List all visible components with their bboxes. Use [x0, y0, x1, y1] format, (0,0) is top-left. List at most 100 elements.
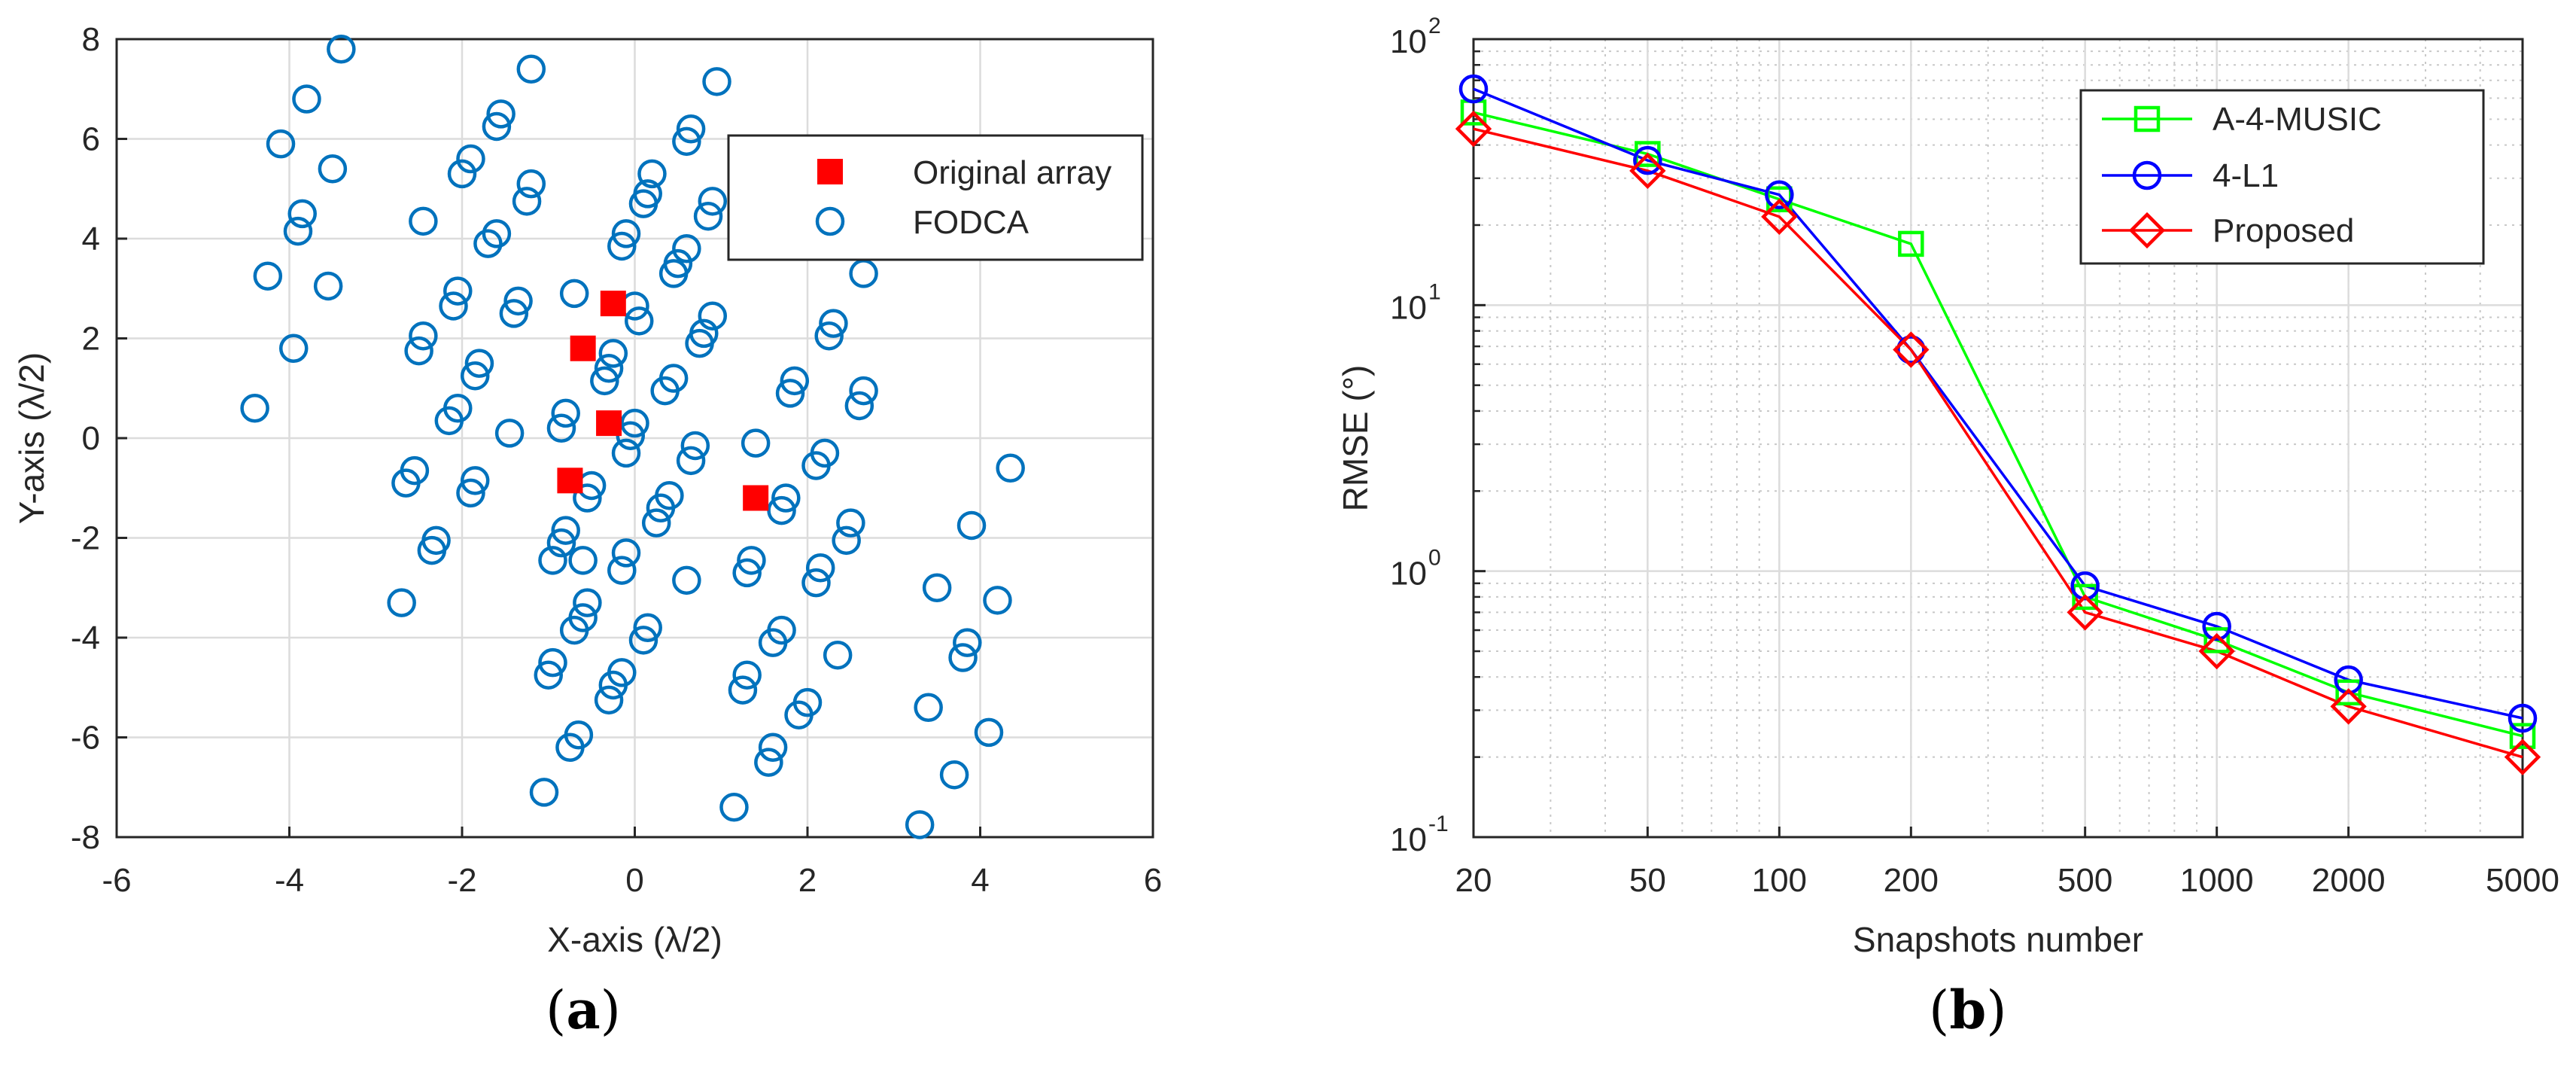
fodca-point — [456, 478, 485, 508]
x-axis-label-b: Snapshots number — [1853, 920, 2143, 959]
fodca-point — [676, 114, 706, 144]
y-tick-label-a: 6 — [82, 121, 100, 158]
fodca-point — [447, 159, 477, 189]
fodca-point — [551, 516, 580, 545]
axes-frame-a — [115, 38, 1154, 839]
series-line-a-4-music — [1473, 111, 2523, 738]
fodca-point — [611, 438, 641, 468]
fodca-point — [594, 354, 624, 383]
fodca-point — [568, 546, 598, 575]
fodca-point — [486, 99, 516, 129]
fodca-point — [499, 299, 529, 328]
y-tick-label-a: -2 — [71, 520, 100, 557]
data-point-4-l1 — [1458, 74, 1489, 104]
fodca-point — [611, 219, 641, 248]
fodca-point — [983, 586, 1012, 615]
fodca-point — [318, 154, 348, 184]
legend-b: A-4-MUSIC 4-L1 Proposed — [2079, 89, 2485, 265]
y-tick-label-a: -4 — [71, 620, 100, 656]
fodca-point — [611, 538, 641, 568]
data-point-a-4-music — [2335, 679, 2362, 706]
fodca-point — [590, 366, 619, 396]
original-array-point — [596, 410, 622, 437]
data-point-a-4-music — [1898, 230, 1924, 257]
legend-marker-proposed — [2128, 212, 2166, 249]
y-tick-label-a: -6 — [71, 720, 100, 757]
caption-b-letter: b — [1949, 979, 1987, 1041]
data-point-4-l1 — [1896, 335, 1926, 364]
fodca-point — [551, 398, 580, 428]
fodca-point — [404, 336, 433, 366]
fodca-point — [573, 588, 602, 617]
data-point-4-l1 — [1633, 145, 1662, 175]
data-point-proposed — [2330, 688, 2367, 725]
fodca-point — [680, 431, 710, 461]
caption-a-open: ( — [546, 979, 567, 1041]
y-tick-label-exp-b: 0 — [1428, 546, 1441, 571]
fodca-point — [956, 510, 987, 541]
fodca-point — [516, 169, 546, 199]
x-tick-label-a: -6 — [102, 862, 131, 899]
x-tick-label-a: 4 — [971, 862, 989, 899]
legend-a: Original array FODCA — [727, 134, 1144, 261]
fodca-point — [732, 558, 762, 588]
fodca-point — [637, 159, 667, 189]
fodca-point — [698, 187, 728, 216]
fodca-point — [658, 259, 689, 288]
fodca-point — [702, 67, 731, 96]
fodca-point — [283, 216, 313, 246]
legend-label-a-4-music: A-4-MUSIC — [2213, 101, 2382, 138]
y-tick-label-a: -8 — [71, 819, 100, 856]
fodca-point — [832, 525, 861, 556]
fodca-point — [573, 483, 602, 513]
fodca-point — [767, 495, 796, 525]
fodca-point — [607, 231, 637, 261]
fodca-point — [534, 660, 563, 690]
fodca-point — [836, 508, 865, 538]
fodca-point — [253, 261, 283, 291]
fodca-point — [775, 379, 805, 408]
fodca-point — [819, 309, 848, 338]
fodca-point — [823, 640, 853, 670]
x-tick-label-b: 50 — [1629, 862, 1666, 899]
fodca-point — [628, 626, 658, 655]
legend-marker-original-array — [817, 159, 843, 184]
x-axis-label-a: X-axis (λ/2) — [547, 920, 722, 959]
fodca-point — [460, 361, 490, 391]
y-tick-label-a: 0 — [82, 420, 100, 457]
fodca-point — [628, 189, 658, 218]
fodca-point — [546, 528, 576, 558]
fodca-point — [922, 573, 952, 602]
fodca-point — [939, 760, 969, 790]
x-tick-label-b: 200 — [1884, 862, 1939, 899]
original-array-point — [570, 335, 596, 361]
fodca-point — [516, 54, 546, 84]
legend-box-a — [727, 134, 1144, 261]
fodca-point — [464, 349, 494, 378]
fodca-point — [287, 199, 317, 229]
caption-a-close: ) — [600, 979, 621, 1041]
data-point-proposed — [1893, 331, 1930, 368]
fodca-point — [732, 660, 762, 690]
fodca-point — [905, 810, 935, 839]
fodca-point — [482, 219, 512, 248]
fodca-point — [598, 339, 628, 368]
y-tick-label-exp-b: 1 — [1428, 279, 1441, 304]
y-axis-label-a: Y-axis (λ/2) — [12, 352, 51, 524]
data-point-proposed — [1455, 110, 1492, 148]
data-point-proposed — [2504, 739, 2541, 775]
y-tick-label-exp-b: 2 — [1428, 14, 1441, 38]
caption-b: (b) — [1929, 979, 2007, 1041]
x-tick-label-b: 500 — [2057, 862, 2112, 899]
y-axis-label-b: RMSE (°) — [1336, 365, 1375, 512]
fodca-point — [641, 508, 671, 538]
data-point-a-4-music — [2072, 583, 2098, 611]
fodca-point — [672, 565, 701, 595]
x-tick-label-a: 6 — [1144, 862, 1162, 899]
fodca-point — [953, 628, 982, 657]
data-point-a-4-music — [2203, 627, 2230, 653]
fodca-point — [914, 693, 943, 722]
x-tick-label-b: 5000 — [2486, 862, 2559, 899]
fodca-point — [266, 129, 296, 159]
